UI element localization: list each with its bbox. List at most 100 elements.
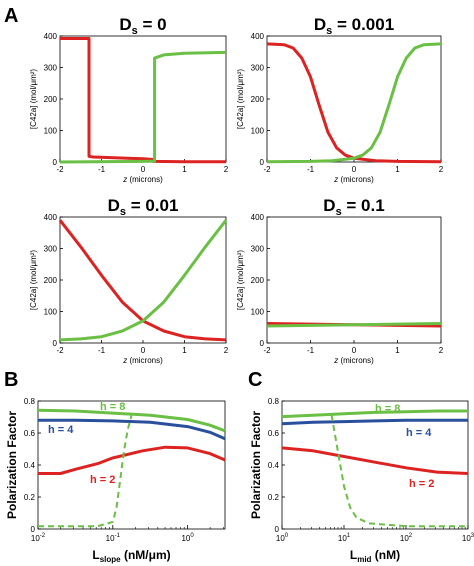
x-axis-label: z (microns) [333,175,374,184]
x-tick-label: 103 [462,533,474,543]
series-line-green [281,409,468,419]
series-line-green [266,322,442,328]
y-tick-label: 100 [44,308,58,317]
y-axis-label: [C42a] (mol/μm²) [29,250,38,311]
x-tick-label: -1 [307,165,315,174]
y-tick-label: 300 [251,64,265,73]
y-tick-label: 0.2 [24,493,36,502]
x-tick-label: 0 [141,346,146,355]
y-tick-label: 0.2 [268,493,280,502]
legend-label: h = 2 [409,478,434,490]
x-tick-label: -2 [56,346,64,355]
x-tick-label: 101 [338,533,351,543]
x-tick-label: 1 [182,346,187,355]
chart-c: 0 0.2 0.4 0.6 0.8 100 101 102 103 Lmid (nM) Polari… [249,397,474,564]
y-tick-label: 400 [44,213,58,222]
panel-label-c: C [248,369,262,391]
y-tick-label: 300 [44,245,58,254]
x-axis-label: z (microns) [122,356,163,365]
x-tick-label: 10-2 [31,533,46,543]
x-tick-label: 0 [352,165,357,174]
series-line-red [38,445,226,475]
x-tick-label: 0 [141,165,146,174]
y-tick-label: 0 [53,158,58,167]
y-tick-label: 0.4 [24,461,36,470]
x-tick-label: 1 [182,165,187,174]
chart-b: 0 0.2 0.4 0.6 0.8 10-2 10-1 100 Lslope (nM/μm) Po… [5,397,226,564]
y-tick-label: 0 [260,339,265,348]
y-tick-label: 0 [53,339,58,348]
series-line-green [37,408,226,433]
x-tick-label: -1 [98,346,106,355]
x-axis-label: z (microns) [333,356,374,365]
series-line-blue [281,418,468,426]
x-tick-label: 1 [395,346,400,355]
panel-label-a: A [4,5,18,27]
y-tick-label: 0.8 [24,397,36,406]
x-tick-label: -1 [307,346,315,355]
chart-a2: 0 100 200 300 400 -2 -1 0 1 2 Ds = 0.001 z (microns… [236,15,444,184]
y-tick-label: 400 [44,32,58,41]
x-tick-label: 2 [224,346,229,355]
y-axis-label: [C42a] (mol/μm²) [236,250,245,311]
y-tick-label: 0 [260,158,265,167]
y-axis-label: Polarization Factor [5,411,19,519]
x-tick-label: 100 [276,533,289,543]
y-tick-label: 0.6 [268,429,280,438]
y-axis-label: [C42a] (mol/μm²) [236,69,245,130]
chart-title: Ds = 0.01 [108,196,179,218]
y-tick-label: 0.8 [268,397,280,406]
chart-a4: 0 100 200 300 400 -2 -1 0 1 2 Ds = 0.1 z (microns) [… [236,196,444,365]
series-line-green [266,42,442,164]
series-line-red [266,42,442,164]
y-tick-label: 0 [275,525,280,534]
series-line-green-dashed [38,414,133,528]
y-tick-label: 200 [44,95,58,104]
plot-frame [266,35,442,163]
x-tick-label: 2 [224,165,229,174]
panel-label-b: B [4,369,18,391]
x-tick-label: -2 [56,165,64,174]
x-tick-label: 0 [352,346,357,355]
x-axis-label: z (microns) [122,175,163,184]
series-line-blue [38,418,226,441]
x-tick-label: 10-1 [106,533,121,543]
x-axis-label: Lslope (nM/μm) [92,548,170,564]
y-tick-label: 100 [251,308,265,317]
x-tick-label: -2 [263,165,271,174]
y-tick-label: 200 [44,276,58,285]
y-tick-label: 0.6 [24,429,36,438]
y-axis-label: Polarization Factor [249,411,263,519]
y-axis-label: [C42a] (mol/μm²) [29,69,38,130]
y-tick-label: 400 [251,213,265,222]
chart-title: Ds = 0.1 [323,196,384,218]
plot-frame [59,35,227,163]
legend-label: h = 4 [48,424,74,436]
x-tick-label: 2 [439,346,444,355]
y-tick-label: 0 [31,525,36,534]
x-tick-label: 2 [439,165,444,174]
y-tick-label: 400 [251,32,265,41]
chart-a3: 0 100 200 300 400 -2 -1 0 1 2 Ds = 0.01 z (microns)… [29,196,229,365]
plot-frame [59,216,227,344]
series-line-red [60,37,226,164]
legend-label: h = 8 [375,403,400,415]
x-tick-label: 1 [395,165,400,174]
chart-title: Ds = 0.001 [314,15,394,37]
y-tick-label: 200 [251,276,265,285]
legend-label: h = 4 [406,427,432,439]
y-tick-label: 300 [251,245,265,254]
y-tick-label: 100 [44,127,58,136]
series-line-green [59,219,228,342]
chart-title: Ds = 0 [119,15,166,37]
legend-label: h = 8 [100,401,125,413]
x-tick-label: -1 [98,165,106,174]
y-tick-label: 0.4 [268,461,280,470]
x-tick-label: -2 [263,346,271,355]
x-tick-label: 102 [400,533,413,543]
x-axis-label: Lmid (nM) [350,548,400,564]
y-tick-label: 300 [44,64,58,73]
chart-a1: 0 100 200 300 400 -2 -1 0 1 2 Ds = 0 z (microns) [C4… [29,15,229,184]
y-tick-label: 100 [251,127,265,136]
